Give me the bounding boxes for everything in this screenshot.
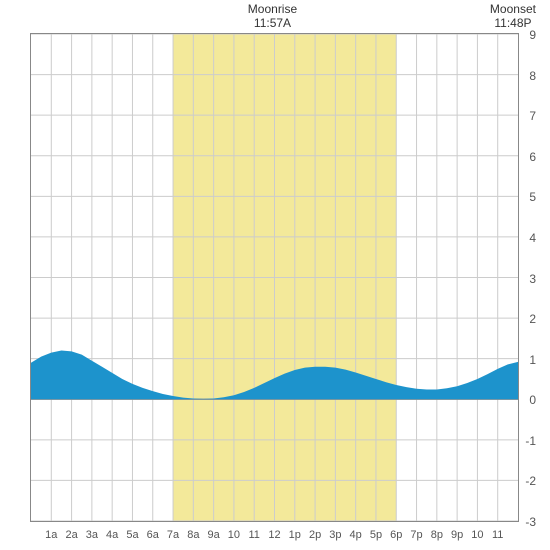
x-tick-label: 6p xyxy=(390,529,402,541)
x-tick-label: 1a xyxy=(45,529,57,541)
x-tick-label: 1p xyxy=(289,529,301,541)
y-tick-label: -3 xyxy=(525,515,536,529)
x-tick-label: 5p xyxy=(370,529,382,541)
y-tick-label: 5 xyxy=(529,190,536,204)
y-tick-label: 7 xyxy=(529,109,536,123)
x-tick-label: 8p xyxy=(431,529,443,541)
y-tick-label: 4 xyxy=(529,231,536,245)
tide-chart-container: Moonrise 11:57A Moonset 11:48P -3-2-1012… xyxy=(0,0,550,550)
chart-svg xyxy=(31,34,518,521)
y-tick-label: 9 xyxy=(529,28,536,42)
x-tick-label: 11 xyxy=(492,529,503,541)
x-tick-label: 10 xyxy=(228,529,240,541)
x-tick-label: 2p xyxy=(309,529,321,541)
y-tick-label: 0 xyxy=(529,393,536,407)
x-tick-label: 2a xyxy=(65,529,77,541)
x-tick-label: 7p xyxy=(410,529,422,541)
moonset-caption: Moonset xyxy=(485,2,541,16)
y-tick-label: 1 xyxy=(529,353,536,367)
chart-plot-area: -3-2-101234567891a2a3a4a5a6a7a8a9a101112… xyxy=(30,33,519,522)
x-tick-label: 3a xyxy=(86,529,98,541)
moonset-label-block: Moonset 11:48P xyxy=(485,2,541,31)
y-tick-label: 3 xyxy=(529,272,536,286)
x-tick-label: 7a xyxy=(167,529,179,541)
y-tick-label: 8 xyxy=(529,69,536,83)
y-tick-label: -1 xyxy=(525,434,536,448)
y-tick-label: 2 xyxy=(529,312,536,326)
x-tick-label: 10 xyxy=(471,529,483,541)
x-tick-label: 6a xyxy=(147,529,159,541)
y-tick-label: -2 xyxy=(525,474,536,488)
x-tick-label: 3p xyxy=(329,529,341,541)
x-tick-label: 4a xyxy=(106,529,118,541)
x-tick-label: 11 xyxy=(248,529,259,541)
x-tick-label: 5a xyxy=(126,529,138,541)
y-tick-label: 6 xyxy=(529,150,536,164)
moonrise-time: 11:57A xyxy=(244,16,300,30)
x-tick-label: 4p xyxy=(350,529,362,541)
x-tick-label: 9a xyxy=(208,529,220,541)
x-tick-label: 8a xyxy=(187,529,199,541)
moonrise-label-block: Moonrise 11:57A xyxy=(244,2,300,31)
moonrise-caption: Moonrise xyxy=(244,2,300,16)
x-tick-label: 9p xyxy=(451,529,463,541)
x-tick-label: 12 xyxy=(268,529,280,541)
